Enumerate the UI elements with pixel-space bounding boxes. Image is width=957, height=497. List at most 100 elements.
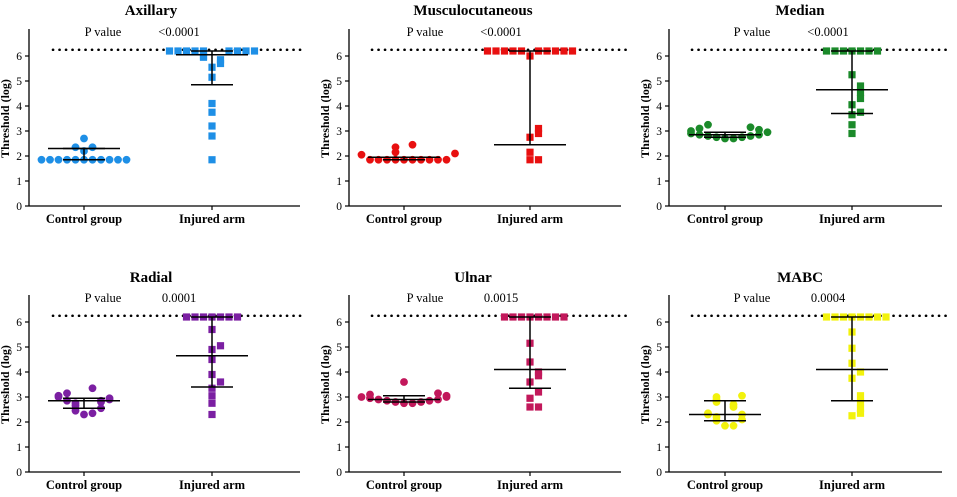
chart-panel-3: Median P value <0.0001 Threshold (log) 0 1 2 3 4… xyxy=(638,3,949,226)
data-point-square xyxy=(208,399,216,407)
y-tick-label: 2 xyxy=(16,151,22,163)
y-tick-label: 3 xyxy=(336,126,342,138)
data-point-square xyxy=(233,313,242,321)
data-point-circle xyxy=(729,400,738,409)
y-tick-label: 0 xyxy=(16,201,22,213)
data-point-circle xyxy=(704,409,712,418)
data-point-circle xyxy=(704,132,712,140)
data-point-circle xyxy=(54,155,63,164)
x-category-label: Control group xyxy=(687,212,763,226)
y-tick-label: 1 xyxy=(656,176,662,188)
data-point-circle xyxy=(695,124,704,133)
data-point-circle xyxy=(712,393,721,401)
data-point-square xyxy=(822,47,831,55)
data-point-square xyxy=(848,121,856,129)
data-point-circle xyxy=(105,155,114,164)
data-point-square xyxy=(873,313,882,321)
data-point-circle xyxy=(114,155,122,164)
data-point-square xyxy=(208,384,216,392)
data-point-square xyxy=(492,47,500,55)
x-category-label: Injured arm xyxy=(179,212,246,226)
y-axis-label: Threshold (log) xyxy=(318,79,332,158)
p-value: 0.0015 xyxy=(484,291,518,305)
y-tick-label: 4 xyxy=(336,367,342,379)
data-point-square xyxy=(848,111,856,119)
data-point-square xyxy=(822,313,831,321)
y-tick-label: 1 xyxy=(336,442,342,454)
data-point-square xyxy=(534,129,543,138)
data-point-circle xyxy=(46,155,54,164)
data-point-circle xyxy=(88,384,97,393)
y-tick-label: 6 xyxy=(656,317,662,329)
y-tick-label: 2 xyxy=(656,151,662,163)
data-point-square xyxy=(165,47,174,55)
data-point-square xyxy=(856,392,865,400)
y-tick-label: 2 xyxy=(656,417,662,429)
data-point-circle xyxy=(71,143,80,152)
data-point-circle xyxy=(122,155,131,164)
data-point-square xyxy=(526,156,534,164)
data-point-square xyxy=(534,156,543,164)
data-point-circle xyxy=(763,128,772,137)
data-point-square xyxy=(560,47,568,55)
data-point-square xyxy=(208,108,216,116)
y-tick-label: 6 xyxy=(16,317,22,329)
data-point-square xyxy=(568,47,577,55)
data-point-circle xyxy=(357,150,366,159)
y-axis-label: Threshold (log) xyxy=(638,345,652,424)
chart-title: MABC xyxy=(777,270,823,286)
data-point-square xyxy=(848,412,856,420)
y-tick-label: 0 xyxy=(656,467,662,479)
data-point-square xyxy=(500,313,509,321)
data-point-circle xyxy=(442,391,451,400)
data-point-circle xyxy=(63,389,71,398)
data-point-square xyxy=(182,47,191,55)
y-tick-label: 4 xyxy=(656,101,662,113)
data-point-square xyxy=(551,47,560,55)
data-point-circle xyxy=(88,409,97,418)
data-point-square xyxy=(534,372,543,380)
x-category-label: Control group xyxy=(46,212,122,226)
data-point-square xyxy=(216,59,225,68)
p-value-label: P value xyxy=(734,291,771,305)
data-point-circle xyxy=(80,410,88,419)
data-point-square xyxy=(856,94,865,103)
data-point-square xyxy=(526,148,534,156)
data-point-square xyxy=(483,47,492,55)
y-tick-label: 1 xyxy=(656,442,662,454)
data-point-square xyxy=(208,410,216,419)
data-point-square xyxy=(208,132,216,140)
p-value: 0.0004 xyxy=(811,291,846,305)
x-category-label: Control group xyxy=(687,478,763,492)
data-point-square xyxy=(534,403,543,411)
data-point-circle xyxy=(451,149,459,158)
data-point-square xyxy=(873,47,882,55)
x-category-label: Injured arm xyxy=(819,212,886,226)
y-tick-label: 3 xyxy=(656,392,662,404)
chart-panel-6: MABC P value 0.0004 Threshold (log) 0 1 2 3 4 5 6 C… xyxy=(638,270,949,492)
y-tick-label: 2 xyxy=(336,151,342,163)
data-point-square xyxy=(534,124,543,133)
data-point-circle xyxy=(729,421,738,430)
y-tick-label: 1 xyxy=(336,176,342,188)
data-point-circle xyxy=(408,399,417,408)
data-point-square xyxy=(242,47,250,55)
y-tick-label: 4 xyxy=(16,367,22,379)
y-tick-label: 3 xyxy=(656,126,662,138)
data-point-square xyxy=(182,313,191,321)
y-tick-label: 6 xyxy=(656,51,662,63)
y-tick-label: 4 xyxy=(656,367,662,379)
chart-title: Radial xyxy=(130,270,173,286)
data-point-square xyxy=(551,313,560,321)
data-point-circle xyxy=(366,390,374,399)
chart-title: Axillary xyxy=(125,3,178,19)
y-tick-label: 6 xyxy=(16,51,22,63)
x-category-label: Injured arm xyxy=(497,478,564,492)
data-point-square xyxy=(208,99,216,108)
chart-title: Median xyxy=(775,3,825,19)
y-axis-label: Threshold (log) xyxy=(638,79,652,158)
chart-panel-4: Radial P value 0.0001 Threshold (log) 0 1 2 3 4 5… xyxy=(0,270,307,492)
y-tick-label: 4 xyxy=(16,101,22,113)
